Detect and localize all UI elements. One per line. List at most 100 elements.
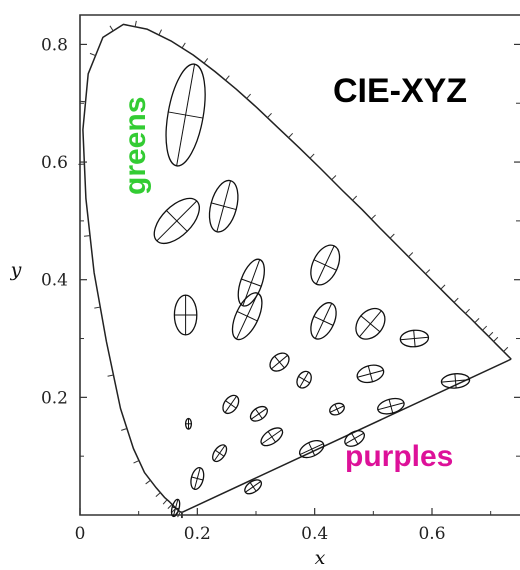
locus-tick [162,499,168,505]
locus-tick [246,93,251,99]
ellipse-minor-axis [225,400,237,409]
locus-tick [493,336,499,342]
macadam-ellipse [165,63,206,167]
locus-tick [158,29,162,36]
locus-tick [474,318,480,324]
macadam-ellipse [298,440,325,459]
ellipse-minor-axis [267,431,276,443]
locus-tick [352,195,358,201]
plot-border [79,14,520,516]
macadam-ellipse [296,370,312,389]
y-tick-label: 0.8 [41,35,68,55]
ellipse-minor-axis [308,442,316,456]
x-tick-label: 0.4 [301,524,328,544]
locus-tick [145,479,151,485]
macadam-ellipse [231,292,263,341]
macadam-ellipse [237,258,265,307]
locus-tick [109,25,114,32]
macadam-ellipse [190,467,205,490]
chart-title: CIE-XYZ [333,72,467,110]
ellipses-layer [153,63,471,518]
ellipse-minor-axis [236,311,258,322]
locus-tick [203,58,209,64]
macadam-ellipse [153,197,200,245]
ellipse-outline [249,405,268,422]
ellipse-minor-axis [211,202,237,211]
locus-tick [488,331,494,337]
macadam-ellipse [222,394,240,415]
ellipse-minor-axis [274,355,285,369]
macadam-ellipse [208,179,239,233]
ellipse-minor-axis [360,315,381,333]
locus-tick [79,100,86,103]
macadam-ellipse [260,427,284,447]
greens-annotation: greens [119,97,152,195]
ellipse-minor-axis [313,259,337,271]
ellipse-outline [212,444,228,463]
ticks-layer: 0 0.2 0.4 0.6 0.2 0.4 0.6 0.8 [41,35,520,544]
ellipse-minor-axis [172,506,180,510]
macadam-ellipse [269,352,290,372]
locus-tick [331,175,337,181]
ellipse-minor-axis [313,315,334,326]
locus-tick [267,112,272,118]
macadam-ellipse [440,373,471,389]
macadam-ellipse [170,498,181,518]
y-tick-label: 0.6 [41,153,68,173]
ellipse-minor-axis [413,330,416,347]
locus-tick [89,52,96,57]
ellipse-minor-axis [334,404,340,415]
locus-tick [134,20,137,27]
ellipse-minor-axis [367,365,374,382]
spectral-locus [82,23,512,513]
y-axis-label: y [10,259,22,281]
macadam-ellipse [399,329,430,348]
macadam-ellipse [173,294,198,336]
locus-tick [370,214,376,220]
ellipse-minor-axis [350,432,359,445]
purples-annotation: purples [345,440,453,473]
y-tick-label: 0.2 [41,388,68,408]
locus-tick [309,153,315,159]
macadam-ellipse [184,417,193,430]
macadam-ellipse [356,364,385,384]
locus-tick [453,297,459,303]
locus-tick [181,42,186,49]
ellipse-minor-axis [255,408,263,419]
macadam-ellipse [329,402,345,416]
ellipse-minor-axis [454,373,457,388]
ellipse-minor-axis [249,482,257,492]
locus-tick [94,306,101,309]
locus-tick [107,374,114,377]
x-tick-label: 0.2 [184,524,211,544]
locus-tick [503,346,509,352]
macadam-ellipse [249,405,268,422]
locus-tick [288,132,294,138]
ellipse-outline [377,397,405,415]
macadam-ellipse [310,302,337,340]
macadam-ellipse [310,244,341,286]
macadam-ellipse [344,430,365,447]
locus-tick [121,428,128,431]
x-tick-label: 0 [75,524,86,544]
locus-tick [440,284,446,290]
x-axis-label: x [315,547,326,569]
locus-tick [155,492,161,497]
ellipse-outline [222,394,240,415]
locus-tick [465,308,470,314]
locus-tick [482,325,488,331]
ellipse-minor-axis [191,476,204,481]
locus-tick [425,269,431,275]
locus-tick [225,75,230,81]
ellipse-outline [244,479,263,495]
macadam-ellipse [244,479,263,495]
ellipse-outline [440,373,471,389]
macadam-ellipse [212,444,228,463]
y-tick-label: 0.4 [41,271,68,291]
locus-tick [177,511,181,518]
ellipse-outline [344,430,365,447]
macadam-ellipse [377,397,405,415]
plot-frame [79,14,520,516]
locus-tick [408,252,414,258]
